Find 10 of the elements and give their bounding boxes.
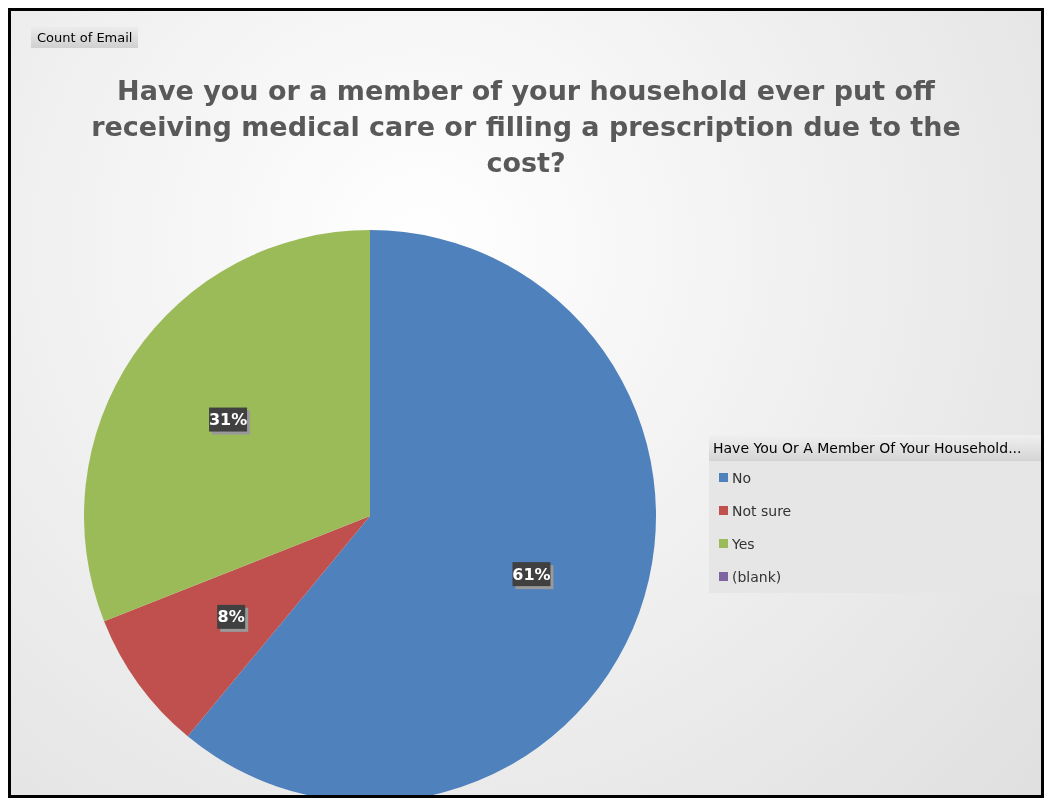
legend-label: No (732, 469, 752, 486)
data-label: 31% (208, 410, 248, 430)
legend-label: Not sure (732, 502, 792, 519)
text: Count of Email (31, 27, 139, 48)
legend-label: (blank) (732, 568, 782, 585)
data-label: 61% (512, 564, 551, 584)
legend-label: Yes (732, 535, 755, 552)
data-label: 8% (217, 607, 245, 627)
chart-title: Have you or a member of your household ever put off receiving medical care or filling a prescription due to the cost? (90, 74, 962, 180)
legend-title: Have You Or A Member Of Your Household... (713, 440, 1023, 456)
